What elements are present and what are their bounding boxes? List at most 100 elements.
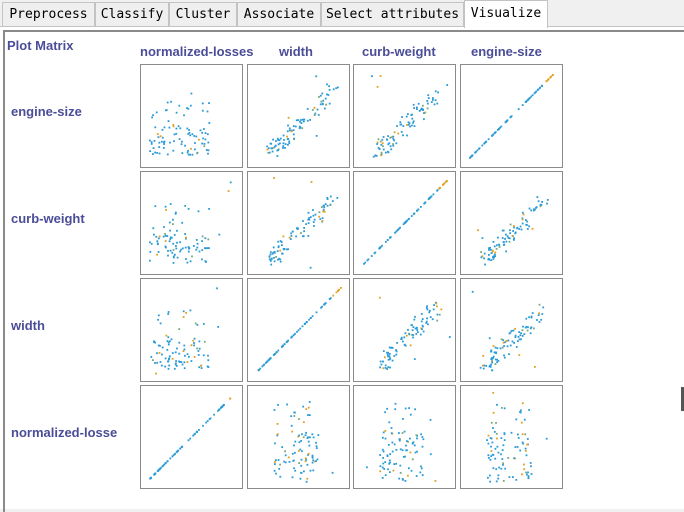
scatter-point [266, 145, 269, 148]
scatter-point [497, 243, 500, 246]
scatter-point [538, 312, 540, 315]
scatter-cell-width-vs-normalized-losses[interactable] [140, 278, 243, 382]
scatter-point [434, 99, 437, 102]
scatter-point [285, 248, 288, 251]
scatter-point [317, 114, 320, 116]
scatter-point [294, 469, 297, 472]
scatter-point [154, 205, 157, 208]
scatter-point [490, 248, 492, 251]
scatter-point [483, 252, 486, 255]
scatter-point [207, 152, 209, 155]
scatter-point [531, 312, 534, 314]
scatter-cell-normalized-losse-vs-curb-weight[interactable] [353, 385, 456, 489]
scatter-point [413, 318, 416, 321]
scatter-point [321, 102, 324, 105]
scatter-cell-curb-weight-vs-normalized-losses[interactable] [140, 171, 243, 275]
scatter-point [389, 145, 392, 148]
scatter-point [500, 453, 502, 456]
scatter-cell-width-vs-curb-weight[interactable] [353, 278, 456, 382]
scatter-point [297, 329, 300, 332]
scatter-point [502, 464, 504, 466]
scatter-point [191, 255, 193, 258]
scatter-point [389, 357, 392, 360]
scatter-point [172, 262, 175, 264]
scatter-point [487, 434, 490, 437]
scatter-point [274, 144, 277, 147]
scatter-cell-normalized-losse-vs-engine-size[interactable] [460, 385, 563, 489]
scatter-point [534, 208, 536, 211]
scatter-cell-normalized-losse-vs-width[interactable] [247, 385, 350, 489]
scatter-cell-curb-weight-vs-curb-weight[interactable] [353, 171, 456, 275]
scatter-point [496, 358, 498, 361]
scatter-point [296, 227, 298, 230]
scatter-point [490, 437, 493, 440]
scatter-point [161, 353, 163, 356]
scatter-point [478, 147, 481, 150]
scatter-point [172, 149, 175, 152]
scatter-point [382, 145, 384, 148]
scatter-point [177, 125, 180, 128]
scatter-point [518, 331, 521, 333]
tab-cluster[interactable]: Cluster [169, 2, 237, 26]
tab-preprocess[interactable]: Preprocess [2, 2, 95, 26]
scatter-point [201, 249, 204, 251]
scatter-point [324, 302, 327, 304]
scatter-cell-engine-size-vs-curb-weight[interactable] [353, 64, 456, 168]
scatter-point [393, 139, 395, 142]
scatter-point [519, 334, 522, 337]
scatter-point [520, 228, 523, 231]
scatter-point [274, 353, 276, 355]
scatter-point [484, 263, 486, 266]
scatter-point [420, 320, 423, 323]
scatter-point [186, 127, 189, 130]
scatter-point [530, 465, 532, 468]
scatter-cell-width-vs-width[interactable] [247, 278, 350, 382]
scatter-point [411, 458, 414, 461]
scatter-point [329, 297, 332, 299]
tab-classify[interactable]: Classify [95, 2, 169, 26]
scatter-point [307, 454, 309, 456]
scatter-cell-width-vs-engine-size[interactable] [460, 278, 563, 382]
tab-select-attributes[interactable]: Select attributes [321, 2, 464, 26]
scatter-point [277, 349, 280, 352]
scatter-cell-engine-size-vs-normalized-losses[interactable] [140, 64, 243, 168]
scatter-point [187, 107, 190, 110]
scatter-cell-normalized-losse-vs-normalized-losses[interactable] [140, 385, 243, 489]
scatter-point [279, 260, 282, 263]
scatter-point [209, 417, 212, 420]
scatter-point [326, 197, 329, 199]
scatter-point [170, 236, 173, 239]
scatter-point [301, 433, 303, 436]
scatter-point [164, 205, 167, 208]
scatter-point [189, 260, 192, 263]
scatter-point [175, 362, 177, 365]
scatter-point [157, 318, 159, 321]
scatter-point [168, 357, 171, 360]
scatter-point [183, 361, 186, 364]
scatter-point [391, 347, 394, 349]
scatter-point [426, 305, 428, 308]
scatter-cell-engine-size-vs-width[interactable] [247, 64, 350, 168]
scatter-point [512, 476, 514, 478]
scatter-point [300, 458, 303, 461]
scatter-cell-curb-weight-vs-engine-size[interactable] [460, 171, 563, 275]
scatter-point [511, 235, 514, 237]
scatter-cell-engine-size-vs-engine-size[interactable] [460, 64, 563, 168]
scatter-point [179, 250, 181, 253]
scatter-point [178, 328, 181, 330]
tab-visualize[interactable]: Visualize [464, 0, 548, 28]
tab-associate[interactable]: Associate [237, 2, 321, 26]
scatter-point [281, 244, 283, 246]
scatter-point [312, 221, 315, 223]
scatter-point [414, 315, 416, 318]
scatter-point [425, 322, 428, 324]
scatter-point [167, 367, 170, 370]
scatter-point [521, 335, 524, 337]
scatter-point [160, 364, 163, 367]
scatter-point [411, 329, 414, 332]
scatter-point [502, 444, 505, 447]
scatter-point [156, 253, 158, 256]
scatter-point [316, 458, 319, 461]
scatter-cell-curb-weight-vs-width[interactable] [247, 171, 350, 275]
scatter-point [414, 408, 416, 411]
